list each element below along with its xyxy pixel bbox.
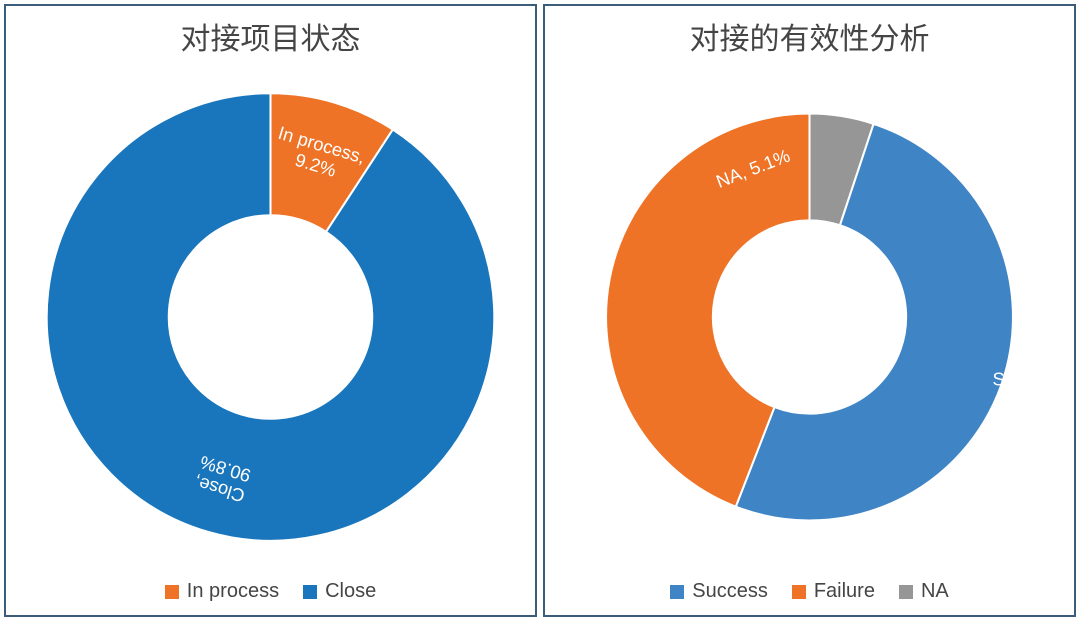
chart-effectiveness: NA, 5.1%Success,50.8%Failure,44.1% [545, 62, 1074, 572]
chart-status: In process,9.2%Close,90.8% [6, 62, 535, 572]
legend-swatch [792, 585, 806, 599]
legend-label: Success [692, 580, 768, 603]
slice-label-success: Success,50.8% [993, 369, 1067, 411]
page: 对接项目状态 In process,9.2%Close,90.8% In pro… [0, 0, 1080, 621]
svg-text:Success,: Success, [993, 369, 1067, 390]
slice-close [47, 93, 495, 541]
legend-swatch [303, 585, 317, 599]
chart-effectiveness-wrap: NA, 5.1%Success,50.8%Failure,44.1% [545, 62, 1074, 572]
legend-label: In process [187, 580, 279, 603]
svg-text:44.1%: 44.1% [545, 266, 595, 287]
panel-status-title: 对接项目状态 [6, 6, 535, 62]
legend-item-success: Success [670, 580, 768, 603]
legend-swatch [899, 585, 913, 599]
panel-effectiveness-title: 对接的有效性分析 [545, 6, 1074, 62]
legend-item-na: NA [899, 580, 949, 603]
svg-text:50.8%: 50.8% [1004, 390, 1056, 411]
legend-label: Failure [814, 580, 875, 603]
legend-swatch [165, 585, 179, 599]
slice-label-failure: Failure,44.1% [545, 244, 600, 286]
legend-label: NA [921, 580, 949, 603]
legend-item-in-process: In process [165, 580, 279, 603]
legend-effectiveness: Success Failure NA [545, 572, 1074, 615]
legend-item-failure: Failure [792, 580, 875, 603]
legend-status: In process Close [6, 572, 535, 615]
chart-status-wrap: In process,9.2%Close,90.8% [6, 62, 535, 572]
panel-effectiveness: 对接的有效性分析 NA, 5.1%Success,50.8%Failure,44… [543, 4, 1076, 617]
legend-swatch [670, 585, 684, 599]
panel-status: 对接项目状态 In process,9.2%Close,90.8% In pro… [4, 4, 537, 617]
svg-text:Failure,: Failure, [545, 244, 600, 265]
legend-item-close: Close [303, 580, 376, 603]
legend-label: Close [325, 580, 376, 603]
